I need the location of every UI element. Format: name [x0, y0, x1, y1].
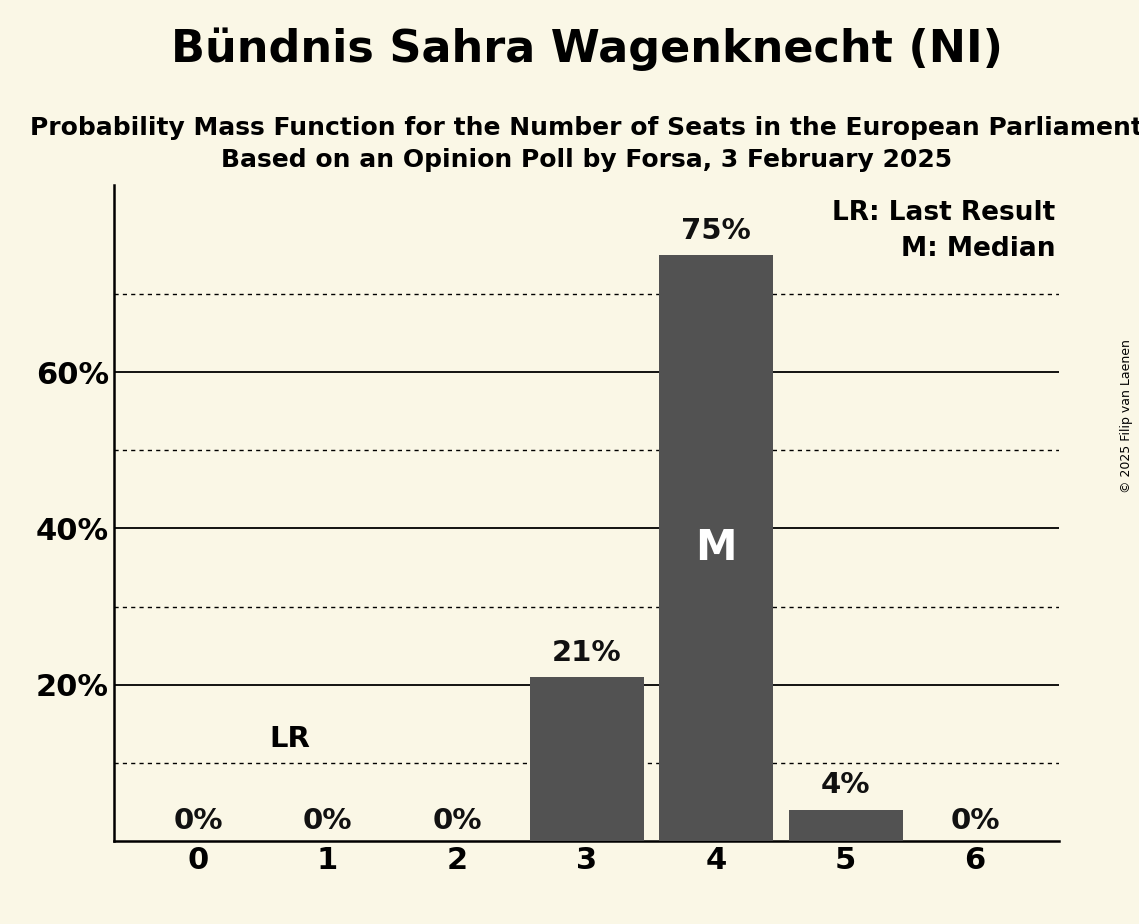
Text: 75%: 75%	[681, 217, 751, 245]
Text: 21%: 21%	[551, 638, 622, 667]
Text: Based on an Opinion Poll by Forsa, 3 February 2025: Based on an Opinion Poll by Forsa, 3 Feb…	[221, 148, 952, 172]
Text: 0%: 0%	[433, 807, 482, 834]
Bar	[530, 676, 644, 841]
Text: M: Median: M: Median	[901, 236, 1056, 261]
Text: Probability Mass Function for the Number of Seats in the European Parliament: Probability Mass Function for the Number…	[30, 116, 1139, 140]
Text: LR: LR	[269, 725, 310, 753]
Bar	[659, 255, 773, 841]
Text: LR: Last Result: LR: Last Result	[833, 201, 1056, 226]
Text: 4%: 4%	[821, 772, 870, 799]
Bar	[788, 809, 902, 841]
Text: 0%: 0%	[173, 807, 223, 834]
Text: 0%: 0%	[303, 807, 352, 834]
Text: © 2025 Filip van Laenen: © 2025 Filip van Laenen	[1121, 339, 1133, 492]
Text: Bündnis Sahra Wagenknecht (NI): Bündnis Sahra Wagenknecht (NI)	[171, 28, 1002, 71]
Text: 0%: 0%	[950, 807, 1000, 834]
Text: M: M	[695, 527, 737, 569]
